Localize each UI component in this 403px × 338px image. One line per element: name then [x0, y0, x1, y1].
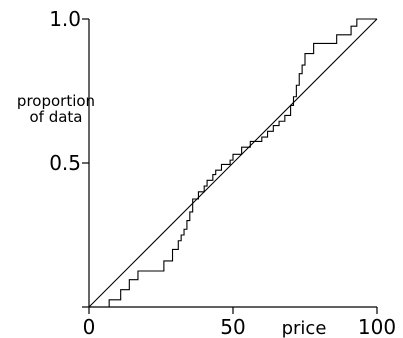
y-axis-label-line: proportion — [17, 92, 95, 110]
axes-group — [82, 18, 378, 314]
y-axis-label-line: of data — [29, 108, 82, 126]
x-axis-label: price — [282, 318, 327, 338]
series-group — [88, 18, 378, 308]
x-tick-label: 50 — [220, 315, 245, 338]
y-axis-label: proportion of data — [17, 92, 95, 126]
x-tick-label: 0 — [83, 315, 96, 338]
x-tick-label: 100 — [358, 315, 396, 338]
y-tick-label: 1.0 — [49, 7, 81, 31]
labels-group: 0 50 100 0.5 1.0 price proportion of data — [17, 7, 396, 338]
ecdf-step-line — [108, 18, 377, 307]
y-tick-label: 0.5 — [49, 151, 81, 175]
reference-diagonal-line — [88, 18, 378, 308]
